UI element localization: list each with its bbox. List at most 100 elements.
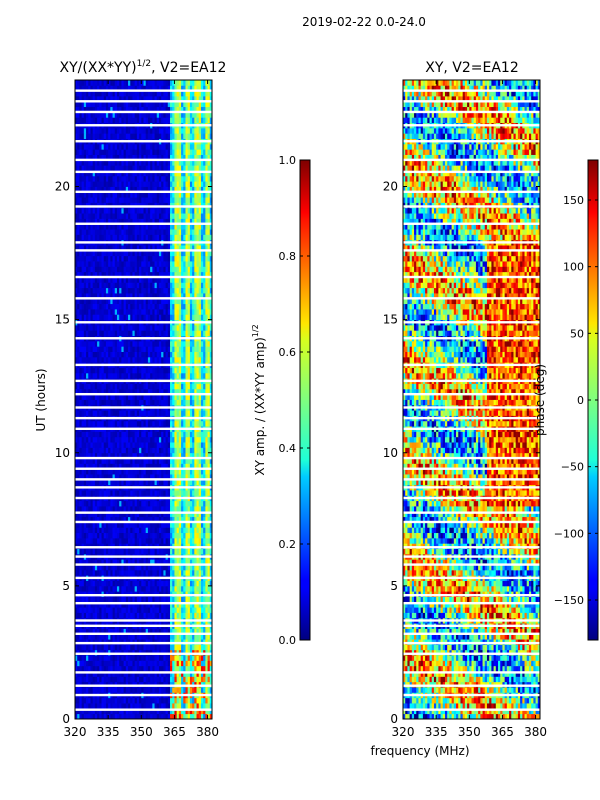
heat-cell	[205, 713, 208, 719]
heat-cell	[165, 324, 169, 331]
heat-cell	[189, 521, 193, 528]
heat-cell	[134, 447, 138, 454]
heat-cell	[130, 708, 133, 715]
heat-cell	[90, 676, 94, 683]
heat-cell	[97, 532, 100, 539]
heat-cell	[86, 388, 89, 395]
heat-cell	[112, 537, 116, 544]
heat-cell	[156, 314, 160, 321]
heat-cell	[187, 452, 191, 459]
heat-cell	[205, 655, 208, 661]
heat-cell	[189, 569, 193, 576]
heat-cell	[167, 314, 171, 321]
heat-cell	[196, 293, 200, 299]
heat-cell	[200, 436, 204, 443]
heat-cell	[90, 314, 94, 321]
heat-cell	[207, 447, 211, 454]
heat-cell	[116, 314, 120, 321]
heat-cell	[145, 330, 149, 336]
heat-cell	[105, 521, 109, 528]
heat-cell	[152, 527, 155, 534]
heat-cell	[88, 644, 91, 651]
heat-cell	[130, 324, 133, 331]
heat-cell	[185, 474, 189, 480]
heat-cell	[203, 506, 206, 512]
heat-cell	[130, 463, 133, 470]
heat-cell	[90, 537, 94, 544]
heat-cell	[209, 708, 212, 715]
heat-cell	[143, 490, 147, 496]
heat-cell	[178, 612, 182, 619]
heat-cell	[130, 628, 133, 635]
heat-cell	[145, 569, 149, 576]
heat-cell	[77, 516, 80, 523]
heat-cell	[94, 697, 98, 704]
heat-cell	[94, 468, 98, 475]
heat-cell	[192, 580, 195, 587]
heat-cell	[130, 351, 133, 358]
heat-cell	[163, 676, 166, 683]
heat-cell	[94, 479, 98, 486]
heat-cell	[110, 431, 113, 438]
heat-cell	[187, 607, 191, 613]
heat-cell	[86, 532, 89, 539]
heat-cell	[143, 479, 147, 486]
heat-cell	[132, 458, 136, 464]
heat-cell	[158, 607, 162, 613]
heat-cell	[94, 490, 98, 496]
heat-cell	[77, 293, 80, 299]
heat-cell	[198, 351, 202, 358]
heat-cell	[165, 367, 169, 374]
heat-cell	[189, 340, 193, 347]
heat-cell	[163, 596, 166, 603]
heat-cell	[99, 644, 102, 651]
heat-cell	[94, 420, 98, 427]
heat-cell	[172, 607, 175, 613]
heat-cell	[203, 713, 206, 719]
heat-cell	[192, 479, 195, 486]
heat-cell	[176, 644, 180, 651]
heat-cell	[196, 644, 200, 651]
heat-cell	[79, 314, 83, 321]
heat-cell	[200, 303, 204, 310]
heat-cell	[97, 293, 100, 299]
heat-cell	[163, 633, 166, 640]
heat-cell	[156, 633, 160, 640]
heat-cell	[170, 303, 173, 310]
heat-cell	[132, 628, 136, 635]
heat-cell	[203, 436, 206, 443]
heat-cell	[79, 293, 83, 299]
heat-cell	[79, 537, 83, 544]
heat-cell	[108, 596, 111, 603]
heat-cell	[185, 564, 189, 571]
heat-cell	[75, 314, 78, 321]
heat-cell	[147, 532, 151, 539]
heat-cell	[172, 474, 175, 480]
heat-cell	[116, 655, 120, 661]
heat-cell	[77, 303, 80, 310]
heat-cell	[77, 287, 80, 294]
heat-cell	[90, 697, 94, 704]
heat-cell	[112, 436, 116, 443]
heat-cell	[130, 410, 133, 416]
heat-cell	[152, 537, 155, 544]
heat-cell	[158, 713, 162, 719]
heat-cell	[183, 521, 186, 528]
heat-cell	[88, 340, 91, 347]
heat-cell	[134, 303, 138, 310]
heat-cell	[112, 479, 116, 486]
heat-cell	[194, 431, 197, 438]
heat-cell	[147, 447, 151, 454]
heat-cell	[141, 644, 144, 651]
heat-cell	[152, 420, 155, 427]
heat-cell	[154, 527, 158, 534]
heat-cell	[174, 665, 178, 672]
heat-cell	[178, 474, 182, 480]
heat-cell	[92, 532, 96, 539]
heat-cell	[143, 516, 147, 523]
heat-cell	[205, 372, 208, 379]
heat-cell	[132, 532, 136, 539]
heat-cell	[183, 303, 186, 310]
heat-cell	[79, 676, 83, 683]
heat-cell	[205, 585, 208, 592]
